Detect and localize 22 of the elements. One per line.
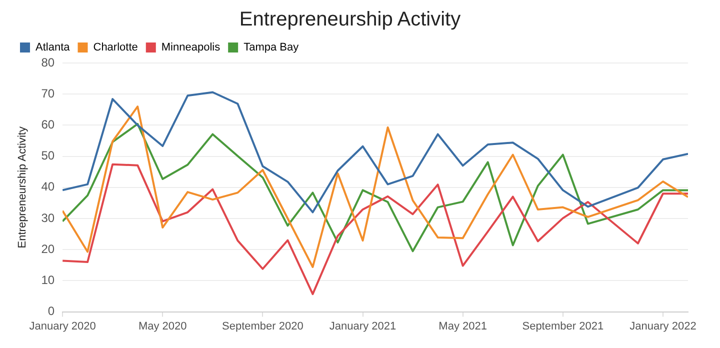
- x-tick-label: May 2021: [438, 320, 487, 332]
- y-tick-label: 10: [41, 273, 55, 288]
- x-tick-label: January 2020: [29, 320, 96, 332]
- x-tick-label: September 2021: [522, 320, 604, 332]
- chart-title: Entrepreneurship Activity: [239, 8, 461, 31]
- legend-label: Minneapolis: [161, 42, 221, 54]
- legend-label: Charlotte: [93, 42, 138, 54]
- legend-label: Atlanta: [36, 42, 71, 54]
- y-tick-label: 20: [41, 242, 55, 256]
- y-tick-label: 60: [41, 118, 55, 132]
- y-tick-label: 50: [41, 148, 55, 163]
- y-tick-label: 40: [41, 180, 55, 194]
- y-tick-label: 30: [41, 210, 55, 225]
- y-tick-label: 0: [48, 304, 55, 318]
- legend-label: Tampa Bay: [244, 42, 300, 54]
- x-tick-label: May 2020: [138, 320, 187, 332]
- y-tick-label: 70: [41, 86, 55, 100]
- y-axis-title: Entrepreneurship Activity: [16, 126, 29, 248]
- y-tick-label: 80: [41, 55, 55, 70]
- x-tick-label: September 2020: [222, 320, 304, 332]
- x-tick-label: January 2021: [329, 320, 396, 332]
- x-tick-label: January 2022: [630, 320, 696, 332]
